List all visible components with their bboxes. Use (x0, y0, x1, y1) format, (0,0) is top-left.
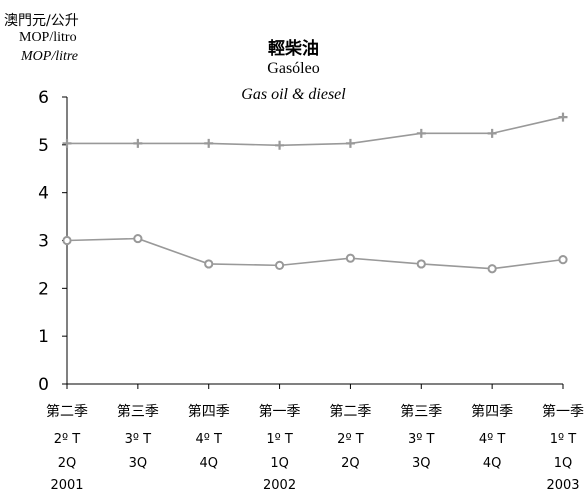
series-line (66, 237, 564, 270)
x-tick-label-en: 4Q (483, 456, 502, 471)
x-tick-label-pt: 2º T (337, 432, 364, 447)
x-tick-label-en: 4Q (199, 456, 218, 471)
x-tick-label-zh: 第三季 (400, 403, 442, 420)
x-tick-label-zh: 第一季 (259, 403, 301, 420)
y-tick-label: 4 (38, 184, 49, 204)
data-point (204, 138, 214, 148)
x-tick-label-year: 2001 (50, 478, 83, 491)
data-point (345, 138, 355, 148)
data-point (416, 259, 426, 269)
data-point (345, 253, 356, 263)
y-axis-label-zh: 澳門元/公升 (4, 13, 79, 29)
data-point (274, 260, 285, 270)
data-point (204, 259, 214, 269)
series-line (67, 116, 564, 147)
data-point (487, 264, 497, 274)
chart-subtitle: Gasóleo (267, 60, 320, 77)
x-tick-label-pt: 1º T (550, 432, 577, 447)
data-point (133, 138, 143, 148)
y-tick-label: 2 (38, 279, 49, 299)
data-point (416, 128, 426, 138)
x-tick-label-pt: 3º T (125, 432, 152, 447)
x-tick-label-year: 2002 (263, 478, 296, 491)
x-tick-label-zh: 第四季 (188, 403, 230, 420)
data-point (62, 235, 72, 246)
data-point (275, 140, 285, 150)
x-tick-label-en: 2Q (58, 456, 77, 471)
x-tick-label-pt: 1º T (266, 432, 293, 447)
data-point (558, 255, 568, 265)
x-tick-label-zh: 第三季 (117, 403, 159, 420)
x-tick-label-zh: 第四季 (471, 403, 513, 420)
chart-title: 輕柴油 (268, 39, 319, 59)
x-tick-label-pt: 4º T (195, 432, 222, 447)
data-point (558, 112, 568, 122)
data-point (133, 233, 143, 244)
x-tick-label-en: 1Q (554, 456, 573, 471)
x-tick-label-pt: 4º T (479, 432, 506, 447)
y-tick-label: 0 (38, 375, 49, 395)
y-tick-label: 6 (38, 88, 49, 108)
x-tick-label-zh: 第二季 (46, 403, 88, 420)
x-tick-label-zh: 第一季 (542, 403, 584, 420)
x-tick-label-en: 3Q (129, 456, 148, 471)
x-tick-label-pt: 2º T (54, 432, 81, 447)
x-tick-label-en: 2Q (341, 456, 360, 471)
data-point (487, 128, 497, 138)
x-tick-label-zh: 第二季 (329, 403, 371, 420)
y-axis-label-pt: MOP/litro (19, 30, 77, 45)
x-tick-label-en: 3Q (412, 456, 431, 471)
y-tick-label: 1 (38, 327, 49, 347)
chart-subtitle-en: Gas oil & diesel (241, 86, 346, 103)
x-tick-label-pt: 3º T (408, 432, 435, 447)
y-tick-label: 3 (38, 232, 49, 252)
y-tick-label: 5 (38, 136, 49, 156)
y-axis-label-en: MOP/litre (21, 49, 79, 64)
data-point (62, 138, 72, 148)
x-tick-label-year: 2003 (546, 478, 579, 491)
x-tick-label-en: 1Q (270, 456, 289, 471)
